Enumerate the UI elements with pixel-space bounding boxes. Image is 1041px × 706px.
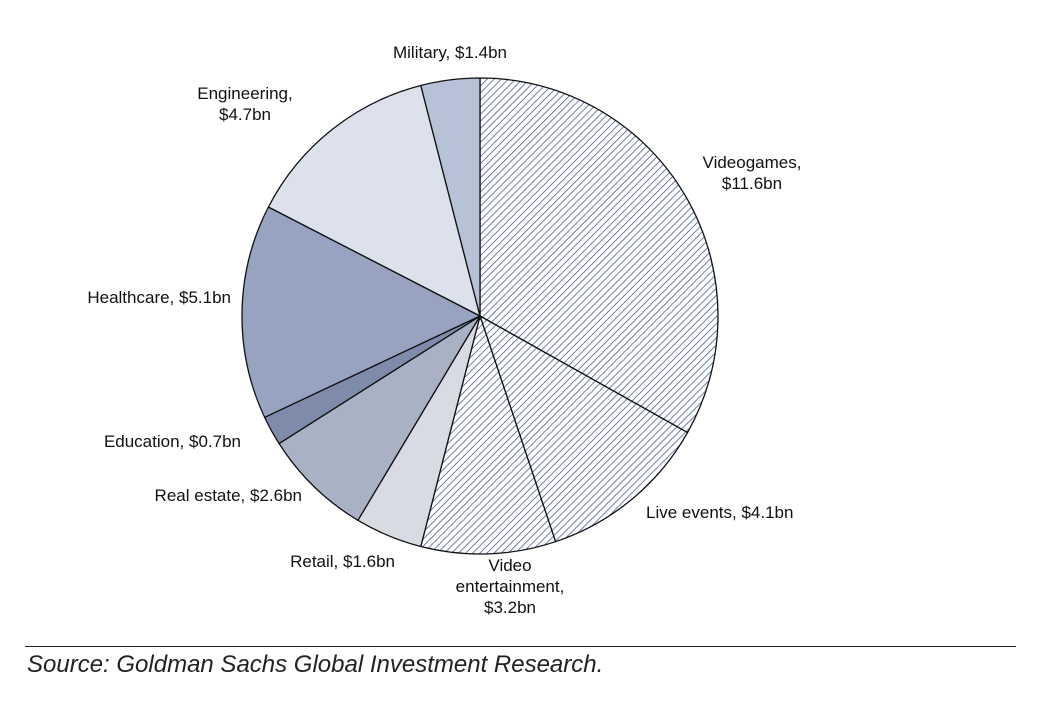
- pie-slice-real-estate: [278, 315, 481, 521]
- pie-slice-military: [420, 77, 481, 317]
- pie-slice-video-entertainment: [420, 315, 557, 555]
- pie-slice-live-events: [479, 315, 689, 543]
- pie-slice-engineering: [267, 84, 481, 317]
- slice-label-videogames: Videogames, $11.6bn: [703, 153, 802, 193]
- slice-label-engineering: Engineering, $4.7bn: [197, 84, 292, 124]
- slice-label-education: Education, $0.7bn: [104, 432, 241, 451]
- slice-label-live-events: Live events, $4.1bn: [646, 503, 793, 522]
- pie-slice-videogames: [479, 77, 719, 434]
- source-divider: [25, 646, 1016, 647]
- pie-chart-svg: Videogames, $11.6bn Live events, $4.1bn Vid…: [87, 43, 802, 617]
- slice-label-retail: Retail, $1.6bn: [290, 552, 395, 571]
- slice-label-real-estate: Real estate, $2.6bn: [155, 486, 302, 505]
- slice-label-healthcare: Healthcare, $5.1bn: [87, 288, 231, 307]
- source-note: Source: Goldman Sachs Global Investment …: [27, 651, 604, 678]
- pie-slice-healthcare: [241, 206, 481, 418]
- slice-label-military: Military, $1.4bn: [393, 43, 507, 62]
- slice-label-video-entertainment: Video entertainment, $3.2bn: [456, 556, 565, 617]
